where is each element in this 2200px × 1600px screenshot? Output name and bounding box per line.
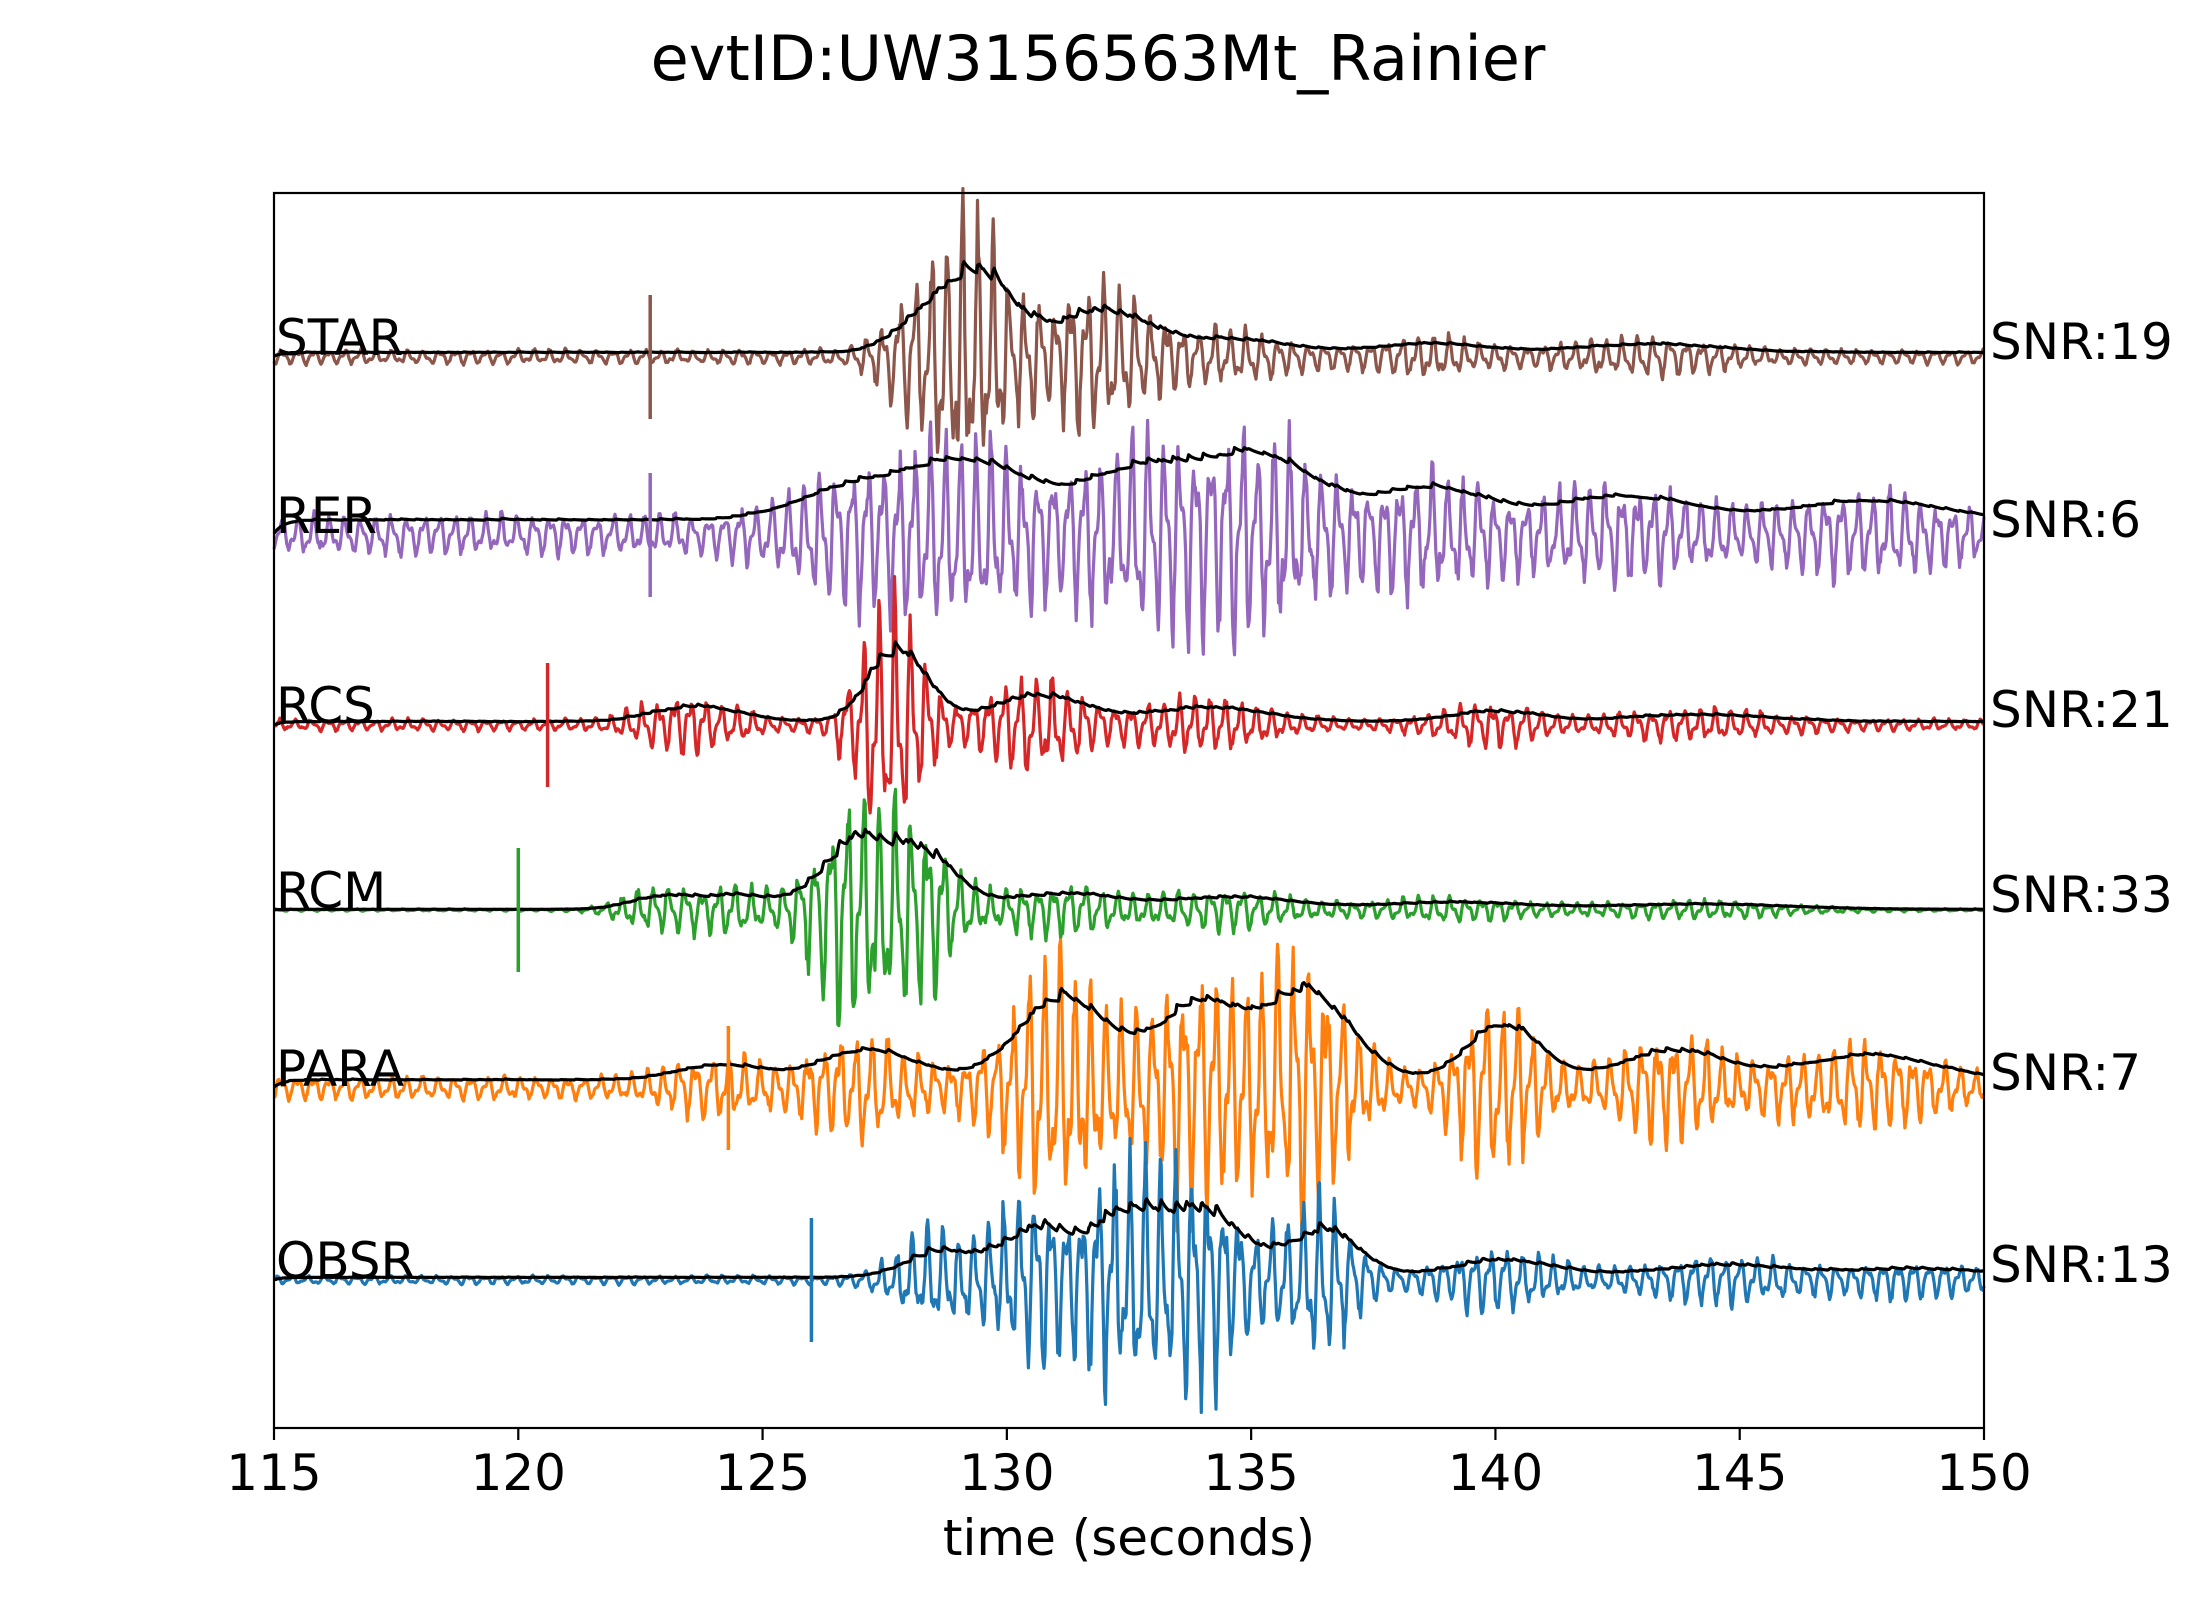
- envelope-obsr: [273, 1197, 1985, 1282]
- x-tick-label-145: 145: [1692, 1444, 1787, 1502]
- snr-label-para: SNR:7: [1990, 1044, 2141, 1102]
- waveform-rer: [272, 418, 1986, 657]
- chart-title: evtID:UW3156563Mt_Rainier: [651, 22, 1546, 95]
- waveform-rcs: [273, 575, 1986, 815]
- envelope-rcs: [273, 640, 1985, 727]
- snr-label-star: SNR:19: [1990, 313, 2173, 371]
- x-tick-label-140: 140: [1448, 1444, 1543, 1502]
- x-tick-label-125: 125: [715, 1444, 810, 1502]
- envelope-para: [273, 981, 1985, 1089]
- x-tick-label-130: 130: [959, 1444, 1054, 1502]
- x-axis-label: time (seconds): [943, 1509, 1315, 1567]
- x-tick-label-150: 150: [1936, 1444, 2031, 1502]
- station-label-star: STAR: [276, 309, 403, 367]
- envelope-rcm: [273, 827, 1985, 912]
- traces-layer: [272, 187, 1986, 1415]
- station-label-obsr: OBSR: [276, 1232, 415, 1290]
- x-tick-label-120: 120: [471, 1444, 566, 1502]
- envelope-rer: [272, 445, 1985, 535]
- station-label-rer: RER: [276, 487, 377, 545]
- station-label-rcs: RCS: [276, 677, 375, 735]
- waveform-para: [273, 938, 1986, 1239]
- envelope-star: [273, 260, 1985, 358]
- waveform-obsr: [272, 1136, 1986, 1415]
- plot-frame: [272, 191, 1986, 1430]
- snr-label-obsr: SNR:13: [1990, 1236, 2173, 1294]
- station-label-para: PARA: [276, 1040, 404, 1098]
- x-axis: 115 120 125 130 135 140 145 150: [226, 1428, 2032, 1502]
- waveform-star: [272, 187, 1985, 454]
- snr-label-rcs: SNR:21: [1990, 681, 2173, 739]
- snr-label-rer: SNR:6: [1990, 491, 2141, 549]
- x-tick-label-115: 115: [226, 1444, 321, 1502]
- snr-label-rcm: SNR:33: [1990, 866, 2173, 924]
- station-label-rcm: RCM: [276, 862, 386, 920]
- labels-layer: STAR SNR:19 RER SNR:6 RCS SNR:21 RCM SNR:33 PARA…: [276, 309, 2173, 1294]
- waveform-rcm: [273, 787, 1985, 1028]
- x-tick-label-135: 135: [1203, 1444, 1298, 1502]
